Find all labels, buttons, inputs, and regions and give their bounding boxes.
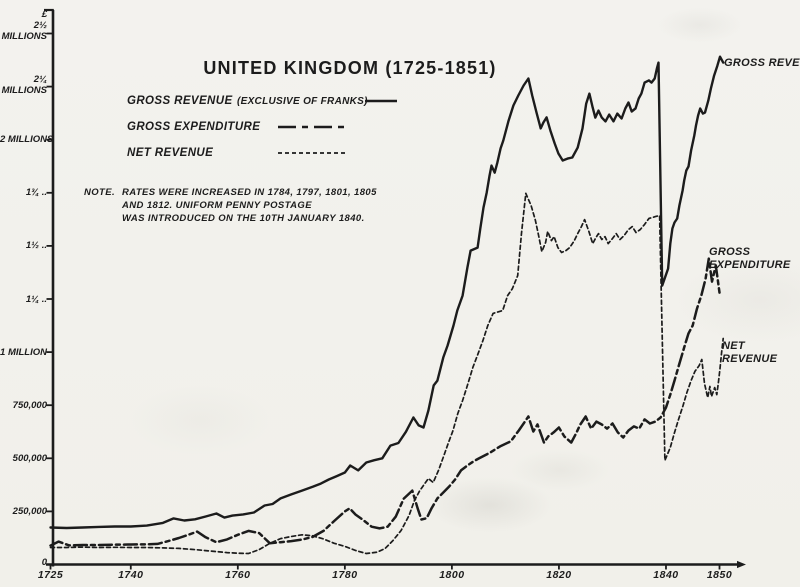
legend-sample-solid-line (365, 99, 397, 103)
legend-item-gross-revenue: GROSS REVENUE (EXCLUSIVE OF FRANKS) (127, 91, 368, 109)
x-tick-label-1800: 1800 (439, 568, 465, 581)
y-tick-label-2250: 2¼ MILLIONS (1, 73, 47, 96)
legend-label-net-revenue: NET REVENUE (127, 147, 214, 159)
y-tick-label-0: 0 (41, 557, 47, 568)
end-label-net-revenue: NET REVENUE (722, 340, 778, 365)
x-tick-label-1840: 1840 (653, 568, 679, 581)
y-tick-label-1250: 1¼ .. (25, 293, 47, 305)
series-gross-expenditure-line (49, 257, 721, 547)
y-tick-label-1000: 1 MILLION (0, 346, 47, 358)
y-tick-label-250: 250,000 (12, 505, 47, 517)
y-tick-label-2000: 2 MILLIONS (0, 134, 54, 146)
x-axis-arrow-icon (737, 560, 746, 569)
x-tick-label-1760: 1760 (225, 568, 251, 581)
y-tick-label-750: 750,000 (12, 399, 47, 411)
series-net-revenue-line (49, 192, 725, 555)
legend-qualifier-gross-revenue: (EXCLUSIVE OF FRANKS) (236, 96, 368, 107)
page-title: UNITED KINGDOM (1725-1851) (203, 58, 497, 78)
x-tick-label-1780: 1780 (332, 568, 358, 581)
legend-item-net-revenue: NET REVENUE (127, 143, 213, 161)
note-line-3: WAS INTRODUCED ON THE 10TH JANUARY 1840. (122, 213, 365, 224)
note-line-2: AND 1812. UNIFORM PENNY POSTAGE (122, 200, 312, 211)
y-tick-label-1750: 1¾ .. (25, 187, 47, 199)
x-tick-label-1725: 1725 (37, 568, 64, 581)
legend-item-gross-expenditure: GROSS EXPENDITURE (127, 117, 260, 135)
x-tick-label-1740: 1740 (118, 568, 144, 581)
end-label-gross-revenue: GROSS REVENUE (724, 57, 800, 69)
y-tick-label-2500: £2½ MILLIONS (1, 9, 47, 42)
legend-label-gross-expenditure: GROSS EXPENDITURE (127, 121, 261, 133)
y-tick-label-1500: 1½ .. (25, 240, 47, 252)
legend-sample-dotted-line (278, 152, 348, 154)
note-label: NOTE. (84, 187, 116, 198)
x-tick-label-1820: 1820 (546, 568, 572, 581)
x-tick-label-1850: 1850 (706, 568, 733, 581)
y-tick-label-500: 500,000 (12, 452, 47, 464)
legend-sample-dash-dot-line (278, 125, 346, 129)
series-gross-revenue-exclusive-of-franks-line (49, 55, 725, 530)
end-label-gross-expenditure: GROSS EXPENDITURE (709, 246, 791, 271)
legend-label-gross-revenue: GROSS REVENUE (127, 95, 233, 107)
note-line-1: RATES WERE INCREASED IN 1784, 1797, 1801… (122, 187, 377, 198)
